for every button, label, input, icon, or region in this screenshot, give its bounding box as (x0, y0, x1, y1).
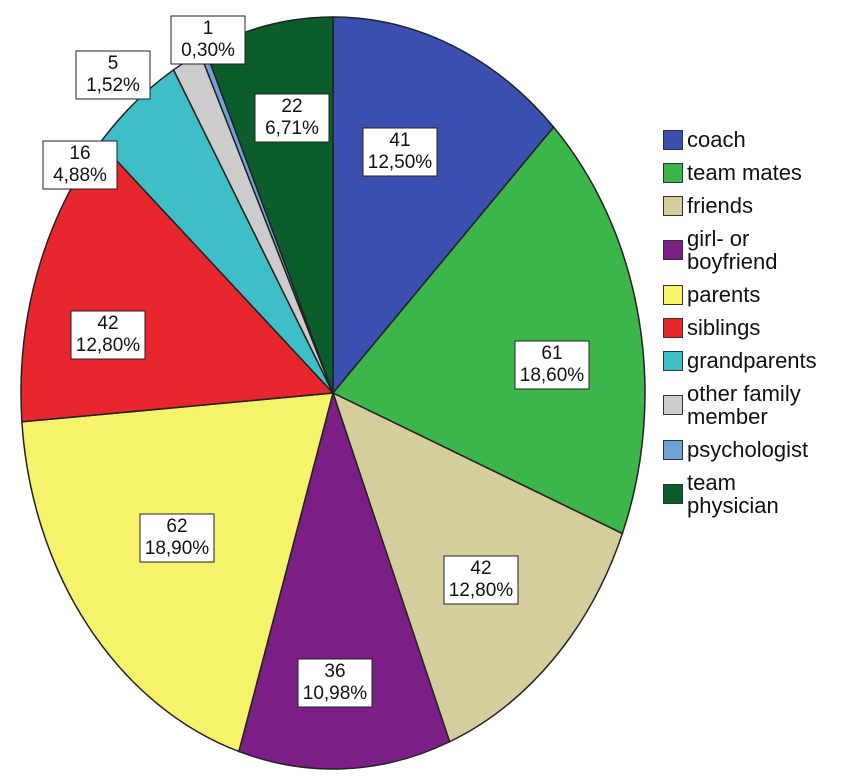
legend-item: other family member (663, 382, 847, 428)
data-label-count: 1 (203, 18, 214, 39)
legend-label: team physician (687, 470, 779, 518)
data-label-box (70, 310, 146, 360)
data-label-percent: 10,98% (303, 683, 368, 704)
legend-swatch (663, 350, 683, 371)
legend-item: parents (663, 283, 847, 306)
legend-label: psychologist (687, 437, 809, 462)
legend-swatch (663, 162, 683, 183)
legend-swatch (663, 395, 683, 415)
legend-swatch (663, 284, 683, 305)
legend-swatch (663, 484, 683, 504)
data-label-count: 41 (389, 130, 410, 151)
data-label-box (362, 127, 438, 177)
legend-item: friends (663, 194, 847, 217)
legend-label: other family member (687, 381, 801, 429)
legend-swatch (663, 240, 683, 260)
data-label-percent: 12,80% (449, 580, 514, 601)
legend-label: grandparents (687, 348, 817, 373)
legend-item: team physician (663, 471, 847, 517)
legend-label: friends (687, 193, 754, 218)
legend-swatch (663, 129, 683, 150)
data-label-box (514, 340, 590, 390)
legend-item: girl- or boyfriend (663, 227, 847, 273)
legend-swatch (663, 439, 683, 460)
legend-item: psychologist (663, 438, 847, 461)
data-label-count: 61 (541, 343, 562, 364)
data-label-percent: 0,30% (181, 40, 235, 61)
legend-item: team mates (663, 161, 847, 184)
data-label-box (297, 658, 373, 708)
pie-slice (237, 390, 451, 770)
legend-label: team mates (687, 160, 802, 185)
legend-label: girl- or boyfriend (687, 226, 778, 274)
pie-slice (331, 125, 646, 535)
legend-item: siblings (663, 316, 847, 339)
data-label-box (170, 15, 246, 65)
pie-slice (332, 16, 555, 396)
data-label-box (443, 555, 519, 605)
legend-label: siblings (687, 315, 761, 340)
legend-swatch (663, 317, 683, 338)
legend-label: parents (687, 282, 761, 307)
data-label-box (42, 140, 118, 190)
data-label-count: 42 (97, 313, 118, 334)
data-label-percent: 6,71% (265, 118, 319, 139)
data-label-box (254, 93, 330, 143)
data-label-percent: 12,80% (76, 335, 141, 356)
data-label-count: 62 (166, 516, 187, 537)
data-label-percent: 4,88% (53, 165, 107, 186)
data-label-count: 36 (324, 661, 345, 682)
data-label-box (75, 50, 151, 100)
data-label-percent: 1,52% (86, 75, 140, 96)
data-label-count: 5 (108, 53, 119, 74)
data-label-percent: 12,50% (368, 152, 433, 173)
legend-item: coach (663, 128, 847, 151)
data-label-count: 42 (470, 558, 491, 579)
legend-item: grandparents (663, 349, 847, 372)
data-label-percent: 18,90% (145, 538, 210, 559)
legend: coach team mates friends girl- or boyfriend… (663, 128, 847, 517)
legend-label: coach (687, 127, 746, 152)
data-label-count: 16 (69, 143, 90, 164)
data-label-percent: 18,60% (520, 365, 585, 386)
data-label-box (139, 513, 215, 563)
legend-swatch (663, 195, 683, 216)
data-label-count: 22 (281, 96, 302, 117)
pie-slice (21, 392, 334, 753)
